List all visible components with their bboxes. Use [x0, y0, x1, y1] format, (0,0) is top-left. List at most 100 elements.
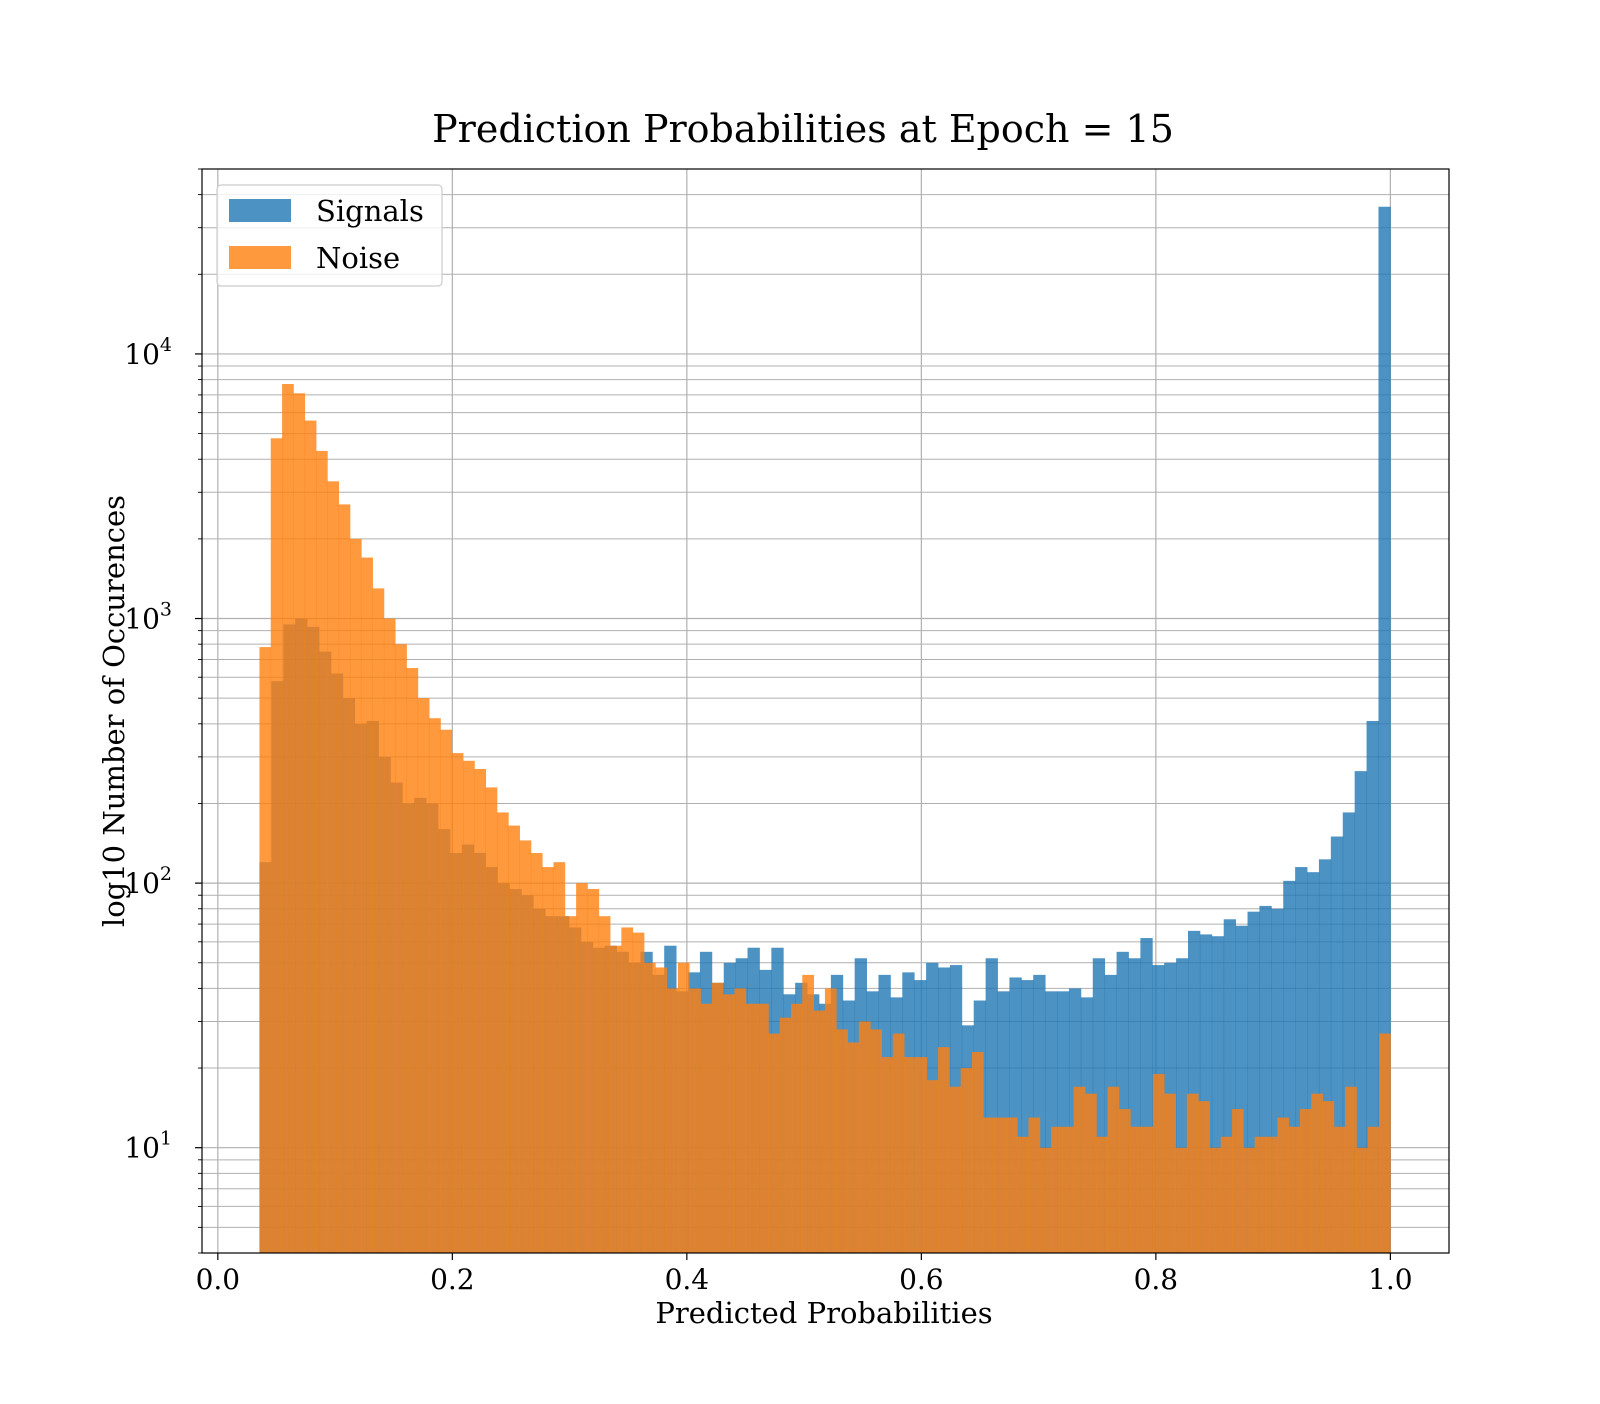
- bar-noise: [1322, 1101, 1335, 1253]
- bar-noise: [824, 988, 837, 1253]
- bar-noise: [1333, 1126, 1346, 1253]
- bar-noise: [1311, 1093, 1323, 1253]
- bar-noise: [270, 438, 283, 1253]
- legend: Signals Noise: [216, 184, 443, 287]
- bar-signals: [1354, 771, 1367, 1253]
- bar-noise: [1130, 1126, 1142, 1253]
- bar-noise: [689, 988, 701, 1253]
- bar-noise: [1073, 1086, 1086, 1253]
- bar-noise: [1367, 1126, 1380, 1253]
- series-noise: [259, 383, 1391, 1254]
- bar-noise: [1243, 1147, 1256, 1253]
- legend-label-noise: Noise: [316, 241, 400, 275]
- bar-noise: [564, 916, 577, 1253]
- bar-noise: [1175, 1147, 1188, 1253]
- bar-noise: [1085, 1093, 1097, 1253]
- bar-noise: [1039, 1147, 1052, 1253]
- bar-noise: [1254, 1136, 1267, 1253]
- bar-noise: [1232, 1109, 1244, 1253]
- bar-signals: [1366, 720, 1379, 1253]
- bar-noise: [440, 729, 453, 1253]
- bar-noise: [406, 668, 419, 1253]
- bar-noise: [1152, 1073, 1165, 1253]
- bar-noise: [259, 647, 272, 1253]
- bar-noise: [768, 1033, 781, 1253]
- bar-noise: [304, 420, 317, 1253]
- bar-noise: [338, 504, 351, 1253]
- bar-noise: [1288, 1126, 1301, 1253]
- bar-noise: [1379, 1033, 1391, 1253]
- bar-noise: [383, 618, 396, 1253]
- bar-noise: [655, 967, 667, 1253]
- bar-signals: [1378, 206, 1391, 1254]
- bar-noise: [790, 1003, 803, 1253]
- bar-noise: [508, 825, 520, 1253]
- bar-noise: [463, 760, 475, 1253]
- y-tick-label: 104: [124, 334, 172, 371]
- bar-noise: [1299, 1109, 1312, 1253]
- histogram-bars: [259, 206, 1391, 1254]
- bar-noise: [904, 1057, 916, 1253]
- bar-noise: [983, 1117, 995, 1253]
- bar-noise: [870, 1029, 882, 1253]
- bar-noise: [542, 867, 554, 1253]
- bar-noise: [451, 753, 464, 1253]
- bar-noise: [1220, 1136, 1233, 1253]
- bar-noise: [610, 945, 622, 1253]
- bar-noise: [1265, 1136, 1278, 1253]
- bar-noise: [836, 1029, 848, 1253]
- bar-noise: [598, 916, 611, 1253]
- bar-noise: [474, 768, 487, 1253]
- bar-noise: [915, 1057, 928, 1253]
- bar-noise: [1356, 1147, 1369, 1253]
- bar-noise: [349, 538, 362, 1253]
- plot-frame: [201, 168, 1450, 1254]
- bar-noise: [745, 1003, 758, 1253]
- bar-noise: [293, 393, 306, 1253]
- x-tick-label: 0.8: [1134, 1263, 1179, 1296]
- bar-noise: [734, 988, 747, 1253]
- chart-title: Prediction Probabilities at Epoch = 15: [432, 107, 1174, 151]
- bar-noise: [881, 1057, 894, 1253]
- bar-noise: [938, 1047, 950, 1253]
- bar-noise: [1186, 1093, 1199, 1253]
- y-tick-label: 103: [124, 599, 172, 636]
- bar-noise: [643, 962, 656, 1253]
- bar-noise: [926, 1080, 939, 1253]
- bar-noise: [994, 1117, 1007, 1253]
- bar-noise: [1277, 1117, 1289, 1253]
- legend-swatch-signals: [229, 199, 291, 222]
- x-tick-label: 1.0: [1368, 1263, 1413, 1296]
- bar-noise: [1005, 1117, 1018, 1253]
- bar-noise: [485, 787, 498, 1253]
- bar-noise: [587, 889, 600, 1253]
- bar-noise: [1051, 1126, 1063, 1253]
- bar-noise: [1028, 1117, 1041, 1253]
- x-tick-label: 0.0: [196, 1263, 241, 1296]
- bar-noise: [621, 927, 634, 1253]
- bar-noise: [530, 852, 543, 1253]
- bar-noise: [316, 450, 328, 1254]
- bar-noise: [971, 1051, 984, 1253]
- x-axis-ticks: 0.0 0.2 0.4 0.6 0.8 1.0: [196, 1253, 1413, 1296]
- bar-noise: [1107, 1086, 1120, 1253]
- legend-swatch-noise: [229, 246, 291, 269]
- y-tick-label: 101: [124, 1128, 172, 1165]
- bar-noise: [553, 862, 566, 1253]
- bar-noise: [960, 1068, 973, 1253]
- bar-noise: [361, 557, 373, 1253]
- bar-noise: [429, 718, 441, 1253]
- bar-noise: [666, 988, 679, 1253]
- bar-noise: [519, 840, 532, 1253]
- bar-noise: [496, 812, 509, 1253]
- bar-noise: [395, 644, 407, 1253]
- bar-noise: [1141, 1126, 1154, 1253]
- bar-noise: [1096, 1136, 1109, 1253]
- x-tick-label: 0.6: [899, 1263, 944, 1296]
- y-axis-label: log10 Number of Occurences: [97, 495, 131, 927]
- x-axis-label: Predicted Probabilities: [655, 1296, 992, 1330]
- bar-noise: [802, 974, 815, 1253]
- bar-noise: [632, 932, 645, 1253]
